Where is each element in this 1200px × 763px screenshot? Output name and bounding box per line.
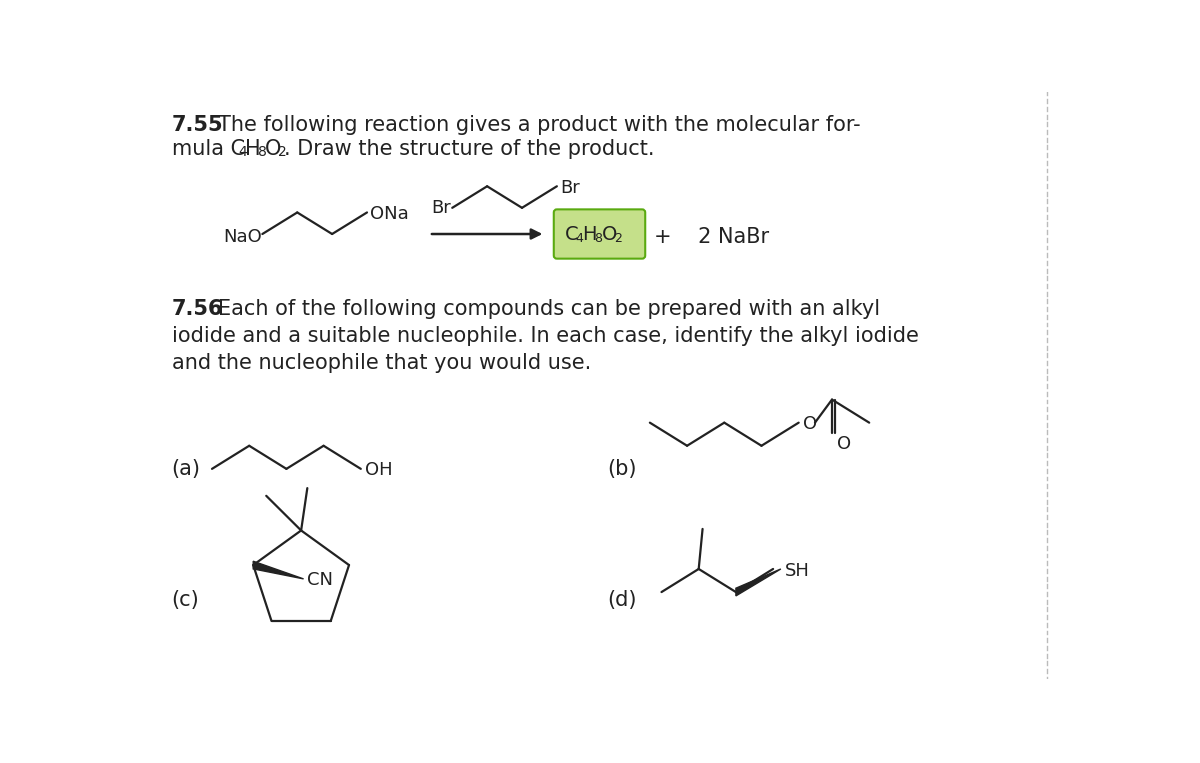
Text: (b): (b)	[607, 459, 637, 479]
Text: C: C	[565, 224, 578, 243]
FancyBboxPatch shape	[553, 209, 646, 259]
Text: Br: Br	[560, 179, 580, 197]
Text: O: O	[602, 224, 617, 243]
Text: 7.56: 7.56	[172, 299, 223, 320]
Text: (d): (d)	[607, 590, 637, 610]
Text: mula C: mula C	[172, 140, 245, 159]
Text: +    2 NaBr: + 2 NaBr	[654, 227, 769, 247]
Text: iodide and a suitable nucleophile. In each case, identify the alkyl iodide: iodide and a suitable nucleophile. In ea…	[172, 327, 918, 346]
Text: O: O	[265, 140, 281, 159]
Text: H: H	[245, 140, 260, 159]
Text: (c): (c)	[172, 590, 199, 610]
Polygon shape	[736, 569, 781, 596]
Text: 2: 2	[614, 232, 622, 245]
Text: 4: 4	[576, 232, 583, 245]
Text: Each of the following compounds can be prepared with an alkyl: Each of the following compounds can be p…	[218, 299, 881, 320]
Text: H: H	[582, 224, 596, 243]
Text: 7.55: 7.55	[172, 114, 223, 134]
Text: O: O	[803, 415, 817, 433]
Text: O: O	[838, 435, 852, 453]
Text: SH: SH	[785, 562, 810, 580]
Text: The following reaction gives a product with the molecular for-: The following reaction gives a product w…	[218, 114, 860, 134]
Polygon shape	[253, 562, 304, 579]
Text: 8: 8	[594, 232, 602, 245]
Text: ONa: ONa	[370, 205, 409, 223]
Text: . Draw the structure of the product.: . Draw the structure of the product.	[284, 140, 654, 159]
Text: CN: CN	[307, 571, 334, 590]
Text: 4: 4	[239, 146, 247, 159]
Text: 8: 8	[258, 146, 266, 159]
Text: Br: Br	[431, 199, 451, 217]
Text: 2: 2	[278, 146, 287, 159]
Text: (a): (a)	[172, 459, 200, 479]
Text: NaO: NaO	[223, 228, 263, 246]
Text: and the nucleophile that you would use.: and the nucleophile that you would use.	[172, 353, 590, 373]
Text: OH: OH	[365, 462, 392, 479]
